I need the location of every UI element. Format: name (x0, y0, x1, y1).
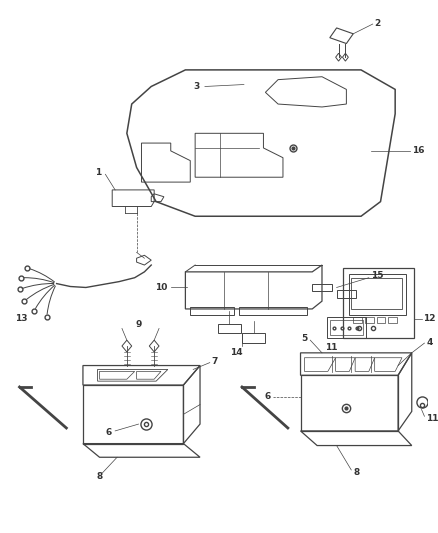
Text: 5: 5 (301, 334, 307, 343)
Text: 11: 11 (426, 414, 438, 423)
Text: 8: 8 (96, 472, 102, 481)
Text: 3: 3 (194, 82, 200, 91)
Text: 11: 11 (325, 343, 338, 352)
Text: 9: 9 (135, 320, 142, 329)
Text: 1: 1 (95, 168, 102, 177)
Text: 14: 14 (230, 349, 243, 357)
Text: 12: 12 (424, 314, 436, 323)
Text: 16: 16 (412, 147, 424, 156)
Text: 6: 6 (264, 392, 270, 401)
Text: 4: 4 (426, 337, 433, 346)
Text: 7: 7 (212, 357, 218, 366)
Text: 2: 2 (374, 19, 381, 28)
Text: 15: 15 (371, 271, 383, 280)
Text: 10: 10 (155, 283, 168, 292)
Text: 13: 13 (15, 314, 28, 323)
Text: 8: 8 (353, 469, 360, 478)
Text: 6: 6 (106, 429, 112, 438)
